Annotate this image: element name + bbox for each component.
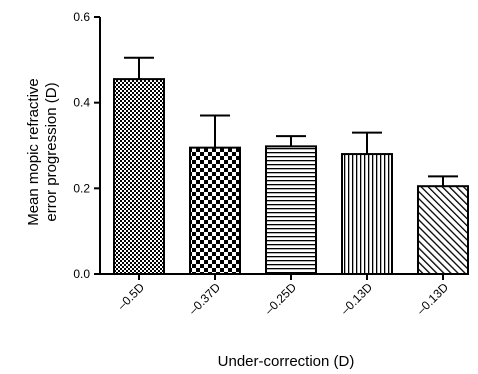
bar [113, 78, 165, 275]
x-ticks: –0.5D –0.37D –0.25D –0.13D –0.13D [115, 274, 451, 317]
y-tick-label: 0.6 [73, 10, 90, 24]
error-bars [124, 56, 458, 187]
x-axis-title: Under-correction (D) [218, 353, 355, 370]
x-tick-label: –0.13D [338, 280, 375, 317]
bar [341, 153, 393, 275]
y-tick-label: 0.4 [73, 96, 90, 110]
bar [265, 145, 317, 276]
x-tick-label: –0.13D [414, 280, 451, 317]
x-tick-label: –0.37D [186, 280, 223, 317]
bar [417, 185, 469, 275]
y-axis-title: Mean mopic refractive error progression … [25, 78, 60, 226]
y-axis-title-line-1: Mean mopic refractive [25, 78, 42, 226]
x-tick-label: –0.25D [262, 280, 299, 317]
x-tick-label: –0.5D [115, 280, 148, 313]
bar [189, 146, 241, 275]
y-axis-title-line-2: error progression (D) [43, 82, 60, 221]
y-tick-label: 0.0 [73, 267, 90, 281]
y-ticks: 0.0 0.2 0.4 0.6 [73, 10, 100, 281]
bars [113, 78, 469, 276]
y-tick-label: 0.2 [73, 181, 90, 195]
